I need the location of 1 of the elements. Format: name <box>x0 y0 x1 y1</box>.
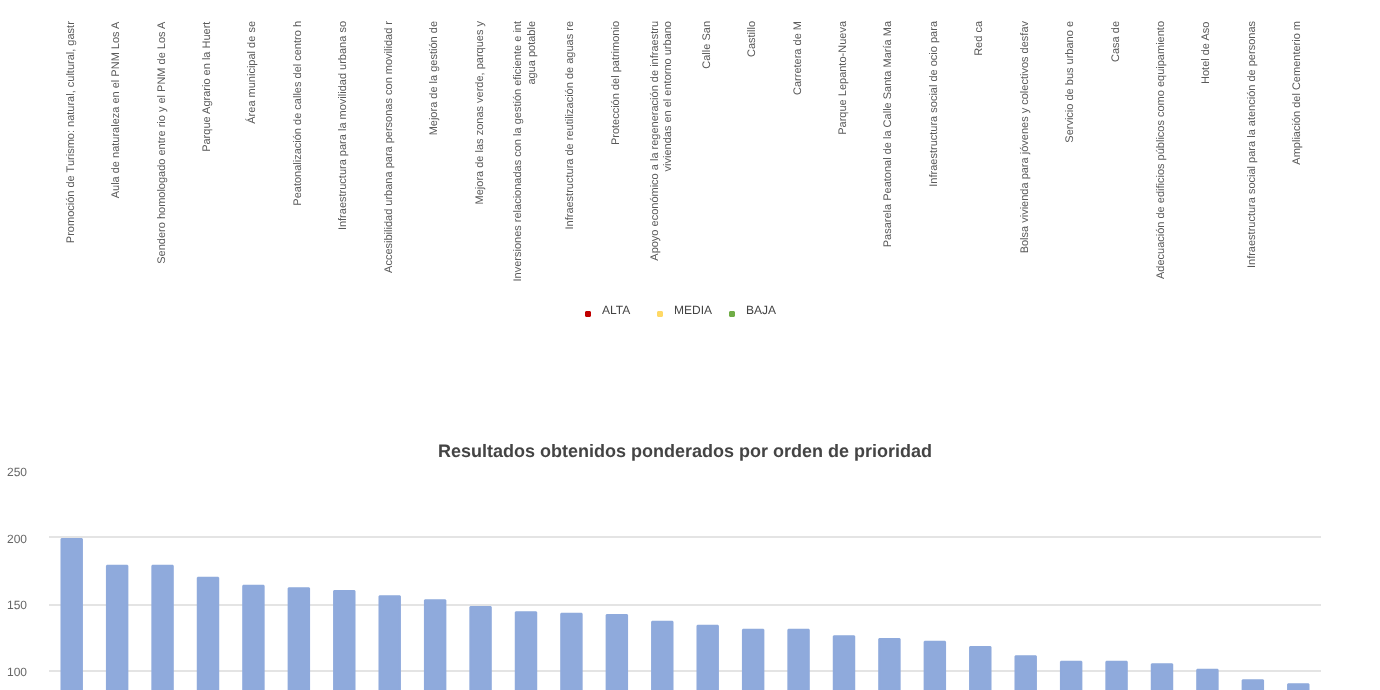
chart-title: Resultados obtenidos ponderados por orden de prioridad <box>437 441 933 461</box>
